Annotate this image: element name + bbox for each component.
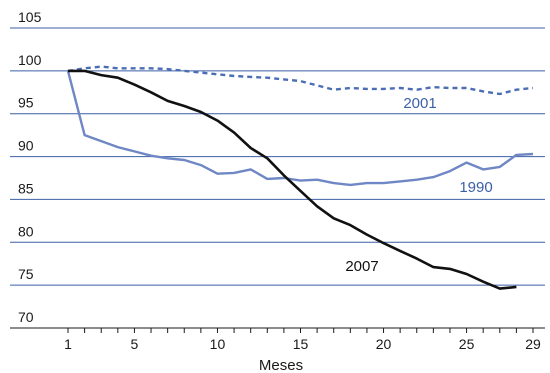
y-axis-ticks: 70 75 80 85 90 95 100 105 [18, 9, 42, 325]
series-labels: 2001 1990 2007 [345, 95, 492, 275]
x-tick-label-5: 5 [131, 336, 139, 352]
x-tick-label-15: 15 [293, 336, 309, 352]
series-line-2001 [67, 65, 534, 96]
series-label-2007: 2007 [345, 258, 378, 275]
series-label-1990: 1990 [459, 179, 492, 196]
y-tick-label-100: 100 [18, 52, 42, 68]
y-tick-label-105: 105 [18, 9, 42, 25]
x-tick-label-10: 10 [210, 336, 226, 352]
x-tick-label-20: 20 [376, 336, 392, 352]
x-tick-label-25: 25 [459, 336, 475, 352]
x-tick-label-1: 1 [64, 336, 72, 352]
y-tick-label-95: 95 [18, 95, 34, 111]
series-line-1990 [66, 70, 534, 187]
y-tick-label-75: 75 [18, 266, 34, 282]
series-line-2007 [68, 69, 517, 290]
x-axis-label: Meses [259, 357, 303, 373]
series-label-2001: 2001 [403, 95, 436, 112]
y-tick-label-80: 80 [18, 223, 34, 239]
x-tick-label-29: 29 [525, 336, 541, 352]
grid-lines [10, 27, 545, 286]
x-axis-ticks: 1 5 10 15 20 25 29 [10, 327, 545, 352]
y-tick-label-85: 85 [18, 180, 34, 196]
y-tick-label-70: 70 [18, 309, 34, 325]
series-lines [66, 65, 534, 290]
y-tick-label-90: 90 [18, 138, 34, 154]
